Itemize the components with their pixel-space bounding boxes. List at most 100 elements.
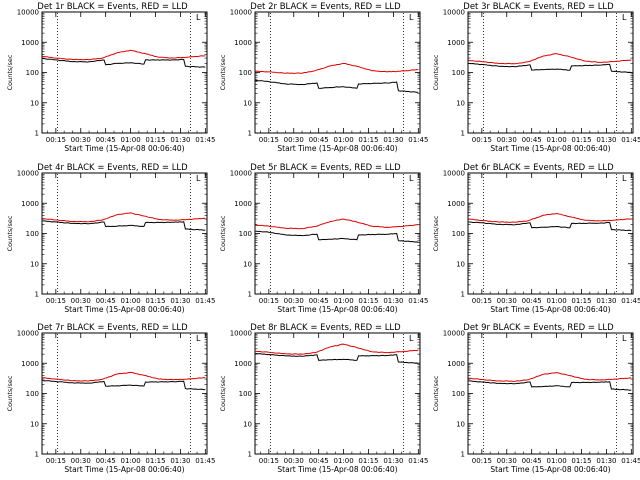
y-tick-label: 10000 xyxy=(443,170,465,178)
x-tick-label: 01:45 xyxy=(408,297,428,305)
y-axis-label: Counts/sec xyxy=(219,215,227,251)
y-tick-label: 1000 xyxy=(21,39,39,47)
y-tick-label: 10 xyxy=(456,99,465,107)
series-events-line xyxy=(468,380,632,391)
panel-6: Det 6r BLACK = Events, RED = LLD L 1 10 100 1… xyxy=(432,163,640,314)
corner-tag: L xyxy=(196,13,201,22)
series-events-line xyxy=(42,220,206,231)
x-tick-label: 00:45 xyxy=(96,136,116,144)
chart-title: Det 3r BLACK = Events, RED = LLD xyxy=(463,2,614,12)
series-events-line xyxy=(255,79,419,93)
y-tick-label: 100 xyxy=(452,230,465,238)
corner-tag: L xyxy=(409,174,414,183)
y-tick-label: 100 xyxy=(26,230,39,238)
plot-frame xyxy=(467,332,634,455)
y-tick-label: 10000 xyxy=(443,330,465,338)
x-tick-label: 01:00 xyxy=(333,297,353,305)
y-tick-label: 10000 xyxy=(443,9,465,17)
x-tick-label: 00:45 xyxy=(522,136,542,144)
x-tick-label: 01:45 xyxy=(195,457,215,465)
x-tick-label: 01:45 xyxy=(195,136,215,144)
plot-frame xyxy=(41,172,208,295)
x-tick-label: 01:45 xyxy=(621,136,640,144)
series-events-line xyxy=(255,353,419,364)
x-tick-label: 01:00 xyxy=(546,297,566,305)
y-tick-label: 1 xyxy=(35,451,39,459)
chart-title: Det 7r BLACK = Events, RED = LLD xyxy=(37,323,188,333)
y-tick-label: 10 xyxy=(30,260,39,268)
series-lld-line xyxy=(255,343,419,355)
panel-4: Det 4r BLACK = Events, RED = LLD L 1 10 100 1… xyxy=(6,163,215,314)
plot-frame xyxy=(467,172,634,295)
x-tick-label: 00:30 xyxy=(497,297,517,305)
x-tick-label: 00:45 xyxy=(522,457,542,465)
y-tick-label: 100 xyxy=(239,230,252,238)
chart-title: Det 8r BLACK = Events, RED = LLD xyxy=(250,323,401,333)
series-events-line xyxy=(42,380,206,391)
chart-title: Det 6r BLACK = Events, RED = LLD xyxy=(463,163,614,173)
x-tick-label: 00:15 xyxy=(259,457,279,465)
x-tick-label: 01:00 xyxy=(120,457,140,465)
y-tick-label: 1000 xyxy=(21,200,39,208)
x-tick-label: 01:45 xyxy=(621,297,640,305)
y-tick-label: 10000 xyxy=(230,330,252,338)
chart-title: Det 5r BLACK = Events, RED = LLD xyxy=(250,163,401,173)
x-tick-label: 00:15 xyxy=(46,297,66,305)
x-tick-label: 00:45 xyxy=(522,297,542,305)
y-tick-label: 1 xyxy=(35,130,39,138)
y-tick-label: 1000 xyxy=(234,200,252,208)
x-axis-label: Start Time (15-Apr-08 00:06:40) xyxy=(277,465,397,474)
y-tick-label: 1000 xyxy=(21,360,39,368)
corner-tag: L xyxy=(622,13,627,22)
chart-title: Det 2r BLACK = Events, RED = LLD xyxy=(250,2,401,12)
x-tick-label: 01:00 xyxy=(333,457,353,465)
plot-frame xyxy=(41,332,208,455)
x-tick-label: 01:30 xyxy=(383,136,403,144)
panel-7: Det 7r BLACK = Events, RED = LLD L 1 10 100 1… xyxy=(6,323,215,474)
y-tick-label: 1 xyxy=(461,451,465,459)
x-axis-label: Start Time (15-Apr-08 00:06:40) xyxy=(490,144,610,153)
x-tick-label: 00:30 xyxy=(284,297,304,305)
panel-9: Det 9r BLACK = Events, RED = LLD L 1 10 100 1… xyxy=(432,323,640,474)
series-lld-line xyxy=(42,212,206,223)
x-tick-label: 01:30 xyxy=(170,297,190,305)
y-axis-label: Counts/sec xyxy=(219,375,227,411)
y-tick-label: 100 xyxy=(452,69,465,77)
panel-3: Det 3r BLACK = Events, RED = LLD L 1 10 100 1… xyxy=(432,2,640,153)
x-tick-label: 01:30 xyxy=(383,297,403,305)
x-tick-label: 01:00 xyxy=(546,457,566,465)
y-axis-label: Counts/sec xyxy=(6,375,14,411)
panel-8: Det 8r BLACK = Events, RED = LLD L 1 10 100 1… xyxy=(219,323,428,474)
y-tick-label: 100 xyxy=(26,390,39,398)
x-tick-label: 01:45 xyxy=(195,297,215,305)
x-tick-label: 01:15 xyxy=(358,457,378,465)
x-tick-label: 00:30 xyxy=(284,136,304,144)
y-tick-label: 10000 xyxy=(230,9,252,17)
x-axis-label: Start Time (15-Apr-08 00:06:40) xyxy=(64,465,184,474)
plot-frame xyxy=(254,332,421,455)
series-events-line xyxy=(255,230,419,243)
corner-tag: L xyxy=(622,334,627,343)
x-tick-label: 00:45 xyxy=(96,297,116,305)
x-tick-label: 00:15 xyxy=(472,457,492,465)
x-tick-label: 01:15 xyxy=(358,297,378,305)
panel-1: Det 1r BLACK = Events, RED = LLD L 1 10 100 1… xyxy=(6,2,215,153)
y-axis-label: Counts/sec xyxy=(6,215,14,251)
series-events-line xyxy=(468,221,632,232)
plot-frame xyxy=(467,11,634,134)
x-tick-label: 01:45 xyxy=(408,457,428,465)
x-tick-label: 01:45 xyxy=(621,457,640,465)
corner-tag: L xyxy=(622,174,627,183)
x-axis-label: Start Time (15-Apr-08 00:06:40) xyxy=(490,465,610,474)
x-tick-label: 01:00 xyxy=(120,136,140,144)
x-tick-label: 00:45 xyxy=(309,136,329,144)
y-tick-label: 10 xyxy=(30,420,39,428)
y-tick-label: 10 xyxy=(456,260,465,268)
series-lld-line xyxy=(468,53,632,65)
series-events-line xyxy=(468,62,632,73)
y-tick-label: 10 xyxy=(243,99,252,107)
x-tick-label: 00:30 xyxy=(284,457,304,465)
y-axis-label: Counts/sec xyxy=(219,54,227,90)
series-lld-line xyxy=(42,49,206,61)
